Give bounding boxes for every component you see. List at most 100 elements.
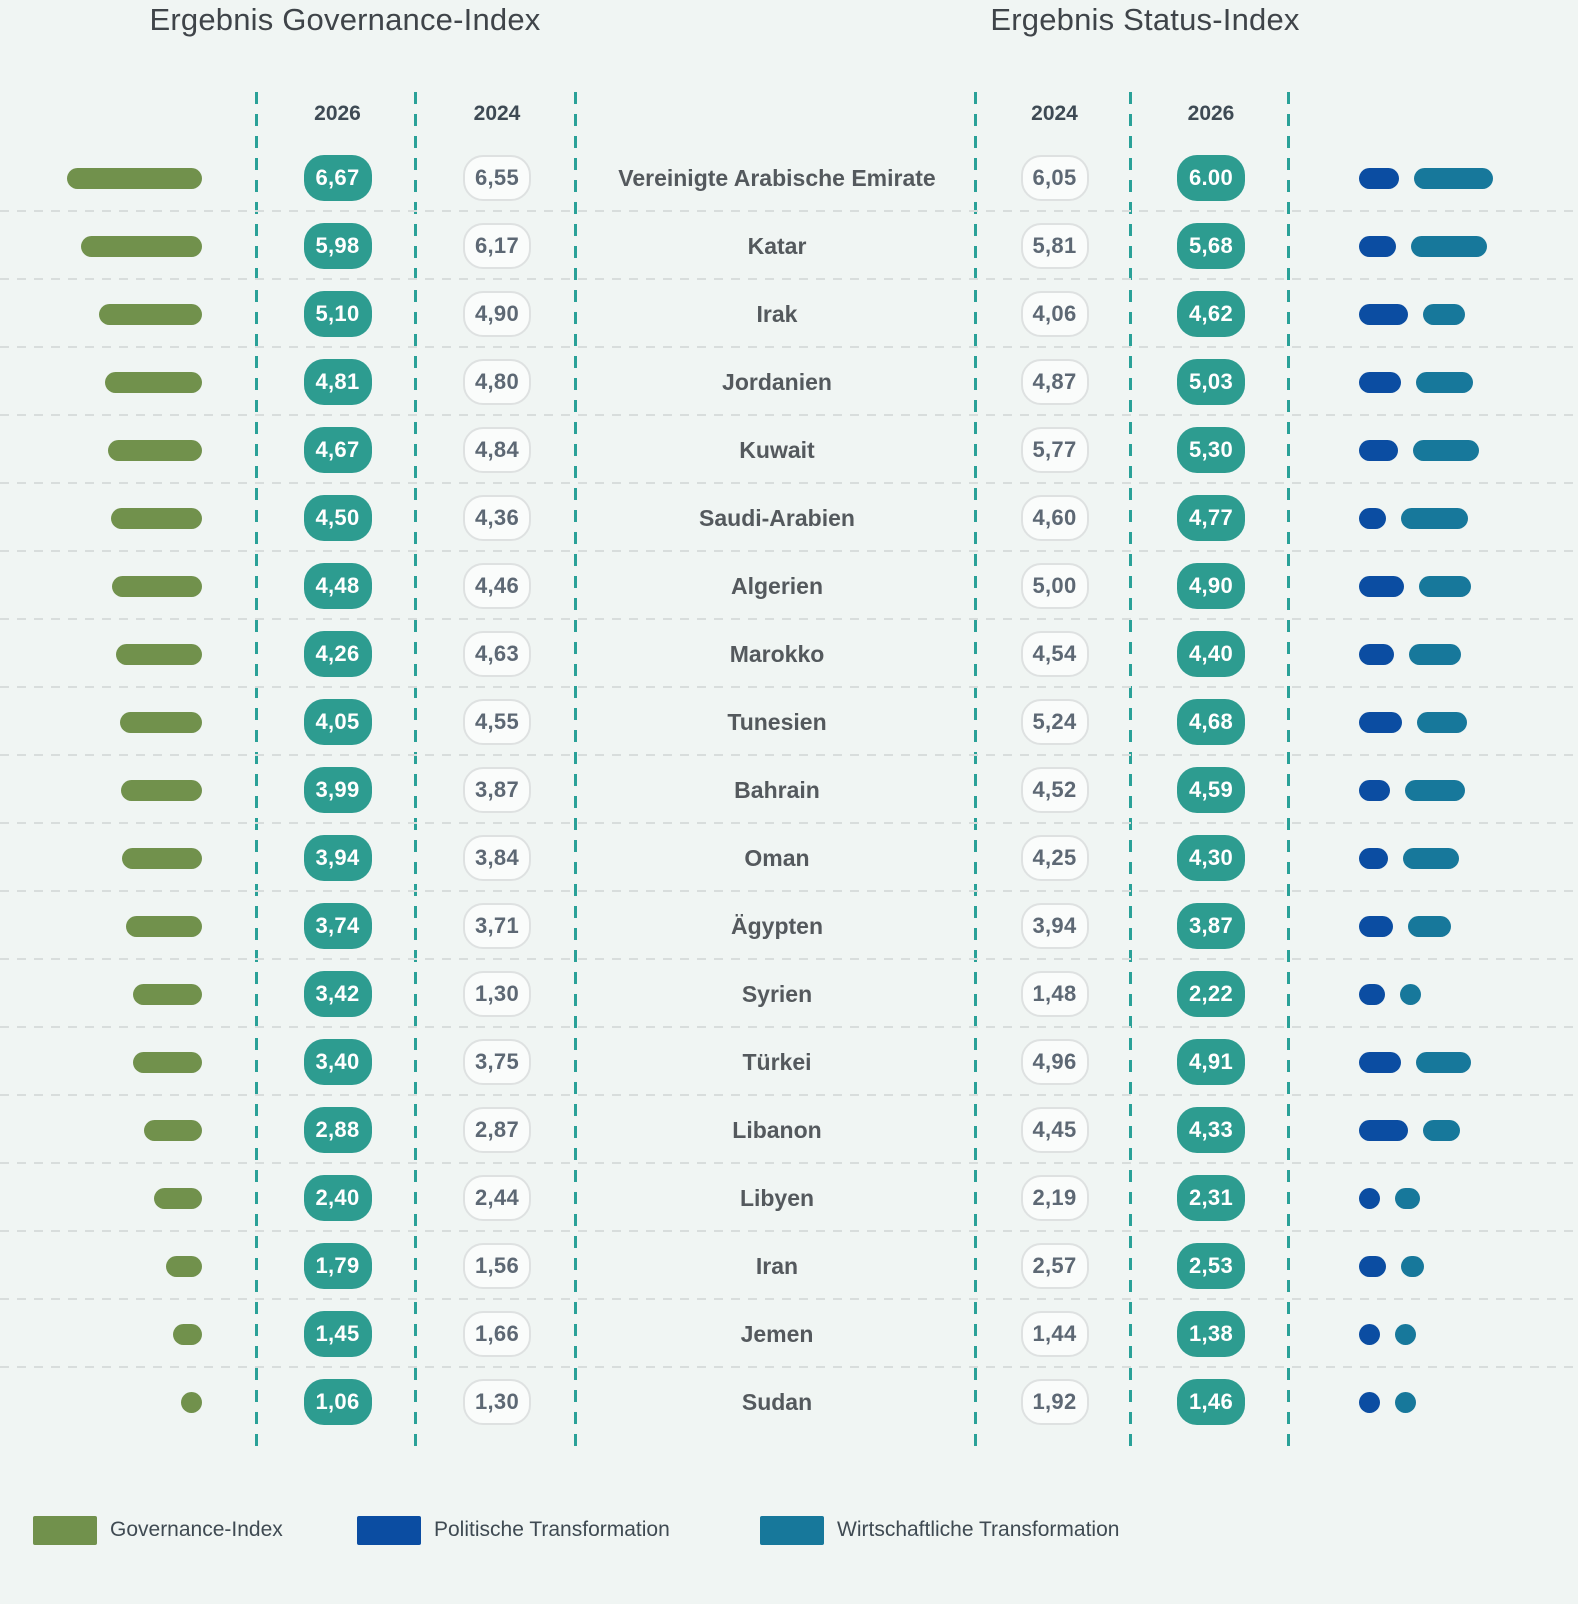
political-transformation-bar bbox=[1359, 779, 1390, 801]
governance-2026-cell: 4,05 bbox=[258, 699, 417, 745]
governance-2026-pill: 3,40 bbox=[303, 1039, 372, 1085]
status-2024-pill: 3,94 bbox=[1020, 903, 1089, 949]
transformation-bars-cell bbox=[1290, 847, 1578, 869]
governance-2024-cell: 4,55 bbox=[417, 699, 577, 745]
governance-bar-cell bbox=[0, 643, 258, 665]
governance-bar-cell bbox=[0, 983, 258, 1005]
governance-index-bar bbox=[115, 643, 202, 665]
status-2024-pill: 5,81 bbox=[1020, 223, 1089, 269]
economic-transformation-bar bbox=[1395, 1187, 1420, 1209]
status-2026-pill: 4,91 bbox=[1177, 1039, 1245, 1085]
governance-index-bar bbox=[180, 1391, 202, 1413]
legend-label-political: Politische Transformation bbox=[434, 1518, 670, 1541]
transformation-bars-cell bbox=[1290, 1187, 1578, 1209]
economic-transformation-bar bbox=[1407, 915, 1452, 937]
table-row: 2,40 2,44 Libyen 2,19 2,31 bbox=[0, 1164, 1578, 1232]
governance-2026-cell: 3,42 bbox=[258, 971, 417, 1017]
governance-2024-cell: 2,87 bbox=[417, 1107, 577, 1153]
governance-index-bar bbox=[121, 779, 202, 801]
governance-2024-pill: 1,56 bbox=[463, 1243, 531, 1289]
table-row: 3,99 3,87 Bahrain 4,52 4,59 bbox=[0, 756, 1578, 824]
governance-2026-pill: 3,42 bbox=[303, 971, 372, 1017]
economic-transformation-bar bbox=[1404, 779, 1466, 801]
country-cell: Syrien bbox=[577, 981, 977, 1008]
status-2024-cell: 4,45 bbox=[977, 1107, 1132, 1153]
country-label: Iran bbox=[755, 1252, 799, 1279]
political-transformation-bar bbox=[1359, 439, 1398, 461]
status-2026-cell: 4,30 bbox=[1132, 835, 1290, 881]
transformation-bars-cell bbox=[1290, 779, 1578, 801]
governance-2024-cell: 3,87 bbox=[417, 767, 577, 813]
governance-2024-pill: 2,44 bbox=[463, 1175, 531, 1221]
governance-index-bar bbox=[120, 711, 202, 733]
table-row: 4,50 4,36 Saudi-Arabien 4,60 4,77 bbox=[0, 484, 1578, 552]
status-2024-cell: 6,05 bbox=[977, 155, 1132, 201]
governance-bar-cell bbox=[0, 1255, 258, 1277]
country-label: Vereinigte Arabische Emirate bbox=[618, 164, 936, 191]
status-2026-pill: 4,90 bbox=[1177, 563, 1245, 609]
transformation-bars-cell bbox=[1290, 1323, 1578, 1345]
transformation-bars-cell bbox=[1290, 983, 1578, 1005]
governance-2026-cell: 5,98 bbox=[258, 223, 417, 269]
governance-bar-cell bbox=[0, 1323, 258, 1345]
governance-index-bar bbox=[111, 575, 202, 597]
governance-index-bar bbox=[98, 303, 202, 325]
table-row: 1,45 1,66 Jemen 1,44 1,38 bbox=[0, 1300, 1578, 1368]
country-label: Libanon bbox=[732, 1116, 822, 1143]
governance-index-bar bbox=[153, 1187, 202, 1209]
governance-2024-cell: 4,63 bbox=[417, 631, 577, 677]
governance-2024-cell: 2,44 bbox=[417, 1175, 577, 1221]
status-2024-cell: 2,19 bbox=[977, 1175, 1132, 1221]
status-2024-cell: 1,44 bbox=[977, 1311, 1132, 1357]
economic-transformation-bar bbox=[1408, 643, 1462, 665]
legend-item-economic: Wirtschaftliche Transformation bbox=[760, 1512, 1119, 1548]
status-2026-pill: 4,59 bbox=[1177, 767, 1245, 813]
status-2024-cell: 2,57 bbox=[977, 1243, 1132, 1289]
table-row: 4,26 4,63 Marokko 4,54 4,40 bbox=[0, 620, 1578, 688]
economic-swatch-icon bbox=[760, 1515, 824, 1545]
transformation-bars-cell bbox=[1290, 643, 1578, 665]
governance-2024-pill: 6,55 bbox=[463, 155, 531, 201]
governance-2024-pill: 1,66 bbox=[463, 1311, 531, 1357]
status-2026-cell: 2,53 bbox=[1132, 1243, 1290, 1289]
governance-2026-cell: 4,50 bbox=[258, 495, 417, 541]
political-transformation-bar bbox=[1359, 1187, 1380, 1209]
governance-2024-cell: 4,90 bbox=[417, 291, 577, 337]
political-transformation-bar bbox=[1359, 847, 1388, 869]
table-row: 3,74 3,71 Ägypten 3,94 3,87 bbox=[0, 892, 1578, 960]
status-2024-cell: 1,92 bbox=[977, 1379, 1132, 1425]
governance-2026-pill: 1,06 bbox=[303, 1379, 372, 1425]
status-2024-cell: 5,24 bbox=[977, 699, 1132, 745]
governance-2024-pill: 4,90 bbox=[463, 291, 531, 337]
dashed-guide-line bbox=[414, 92, 417, 1454]
legend-label-economic: Wirtschaftliche Transformation bbox=[837, 1518, 1120, 1541]
country-rows: 6,67 6,55 Vereinigte Arabische Emirate 6… bbox=[0, 144, 1578, 1436]
governance-bar-cell bbox=[0, 779, 258, 801]
governance-2024-pill: 3,84 bbox=[463, 835, 531, 881]
governance-2024-cell: 4,84 bbox=[417, 427, 577, 473]
economic-transformation-bar bbox=[1412, 439, 1479, 461]
political-transformation-bar bbox=[1359, 1051, 1401, 1073]
governance-2024-pill: 1,30 bbox=[463, 971, 531, 1017]
governance-2024-pill: 4,80 bbox=[463, 359, 531, 405]
political-transformation-bar bbox=[1359, 1323, 1380, 1345]
status-2024-cell: 5,77 bbox=[977, 427, 1132, 473]
governance-2024-cell: 6,17 bbox=[417, 223, 577, 269]
transformation-bars-cell bbox=[1290, 507, 1578, 529]
political-transformation-bar bbox=[1359, 371, 1401, 393]
status-2024-pill: 6,05 bbox=[1020, 155, 1089, 201]
governance-2024-cell: 3,75 bbox=[417, 1039, 577, 1085]
table-row: 5,10 4,90 Irak 4,06 4,62 bbox=[0, 280, 1578, 348]
governance-2024-cell: 1,30 bbox=[417, 1379, 577, 1425]
governance-bar-cell bbox=[0, 575, 258, 597]
governance-2024-pill: 4,84 bbox=[463, 427, 531, 473]
governance-2024-cell: 3,84 bbox=[417, 835, 577, 881]
governance-bar-cell bbox=[0, 439, 258, 461]
country-cell: Oman bbox=[577, 845, 977, 872]
legend-item-governance: Governance-Index bbox=[33, 1512, 283, 1548]
governance-bar-cell bbox=[0, 1119, 258, 1141]
column-header-status-2024: 2024 bbox=[1031, 102, 1078, 125]
country-cell: Sudan bbox=[577, 1389, 977, 1416]
status-2024-pill: 2,19 bbox=[1020, 1175, 1089, 1221]
governance-2026-cell: 3,74 bbox=[258, 903, 417, 949]
